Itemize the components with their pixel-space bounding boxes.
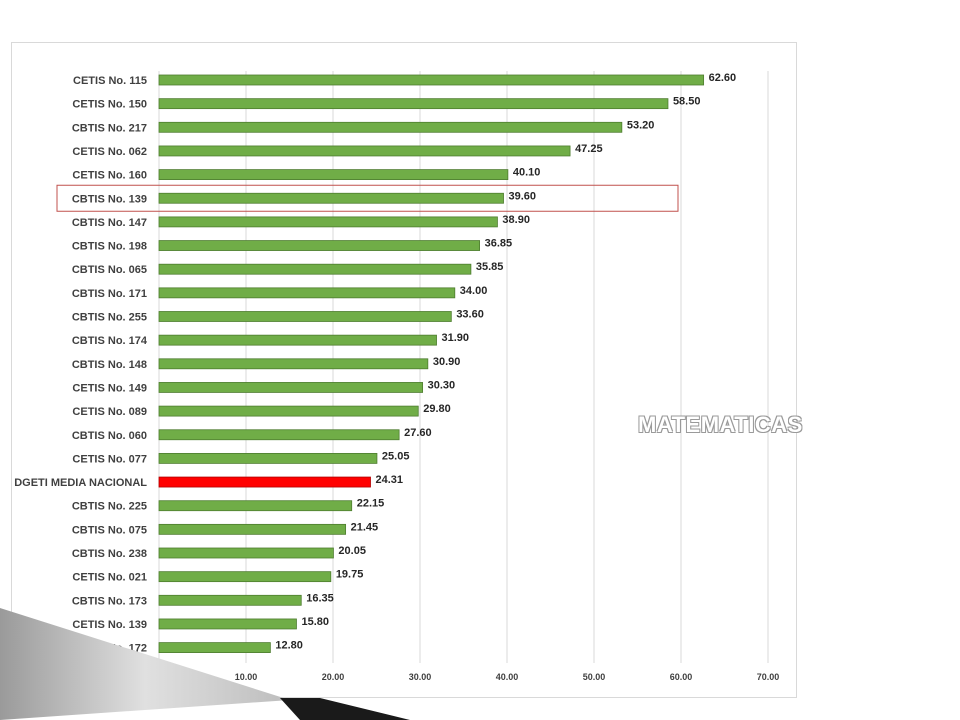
category-label: CBTIS No. 225 bbox=[72, 501, 147, 513]
bar bbox=[158, 405, 419, 417]
category-label: CBTIS No. 139 bbox=[72, 193, 147, 205]
data-label: 33.60 bbox=[456, 309, 484, 321]
data-label: 62.60 bbox=[709, 72, 737, 84]
data-label: 25.05 bbox=[382, 450, 410, 462]
data-label: 16.35 bbox=[306, 592, 334, 604]
x-tick-label: 70.00 bbox=[757, 672, 780, 682]
bar bbox=[158, 523, 347, 535]
data-label: 38.90 bbox=[502, 214, 530, 226]
bar bbox=[158, 169, 509, 180]
category-label: CETIS No. 150 bbox=[72, 99, 147, 111]
category-label: CBTIS No. 171 bbox=[72, 288, 147, 300]
subject-label: MATEMATICAS bbox=[638, 412, 803, 437]
category-label: CBTIS No. 065 bbox=[72, 264, 147, 276]
category-label: CETIS No. 139 bbox=[72, 619, 147, 631]
data-label: 27.60 bbox=[404, 427, 432, 439]
category-label: DGETI MEDIA NACIONAL bbox=[14, 477, 147, 489]
x-tick-label: 10.00 bbox=[235, 672, 258, 682]
data-label: 39.60 bbox=[509, 190, 537, 202]
category-label: CETIS No. 149 bbox=[72, 382, 147, 394]
bar bbox=[158, 263, 472, 275]
bar bbox=[158, 311, 452, 322]
data-label: 29.80 bbox=[423, 403, 451, 415]
data-label: 40.10 bbox=[513, 167, 541, 179]
bar bbox=[158, 334, 437, 346]
bar bbox=[158, 382, 424, 393]
category-label: CBTIS No. 060 bbox=[72, 430, 147, 442]
data-label: 58.50 bbox=[673, 96, 701, 108]
bar bbox=[158, 358, 429, 370]
data-label: 21.45 bbox=[351, 521, 379, 533]
data-label: 20.05 bbox=[338, 545, 366, 557]
category-label: CBTIS No. 238 bbox=[72, 548, 147, 560]
data-label: 47.25 bbox=[575, 143, 603, 155]
category-label: CETIS No. 160 bbox=[72, 170, 147, 182]
data-label: 22.15 bbox=[357, 498, 385, 510]
data-label: 12.80 bbox=[275, 640, 303, 652]
bar bbox=[158, 571, 332, 583]
category-label: CETIS No. 115 bbox=[73, 75, 147, 87]
highlight-box bbox=[56, 184, 679, 212]
category-label: CBTIS No. 217 bbox=[72, 122, 147, 134]
category-label: CETIS No. 062 bbox=[72, 146, 147, 158]
x-tick-label: 50.00 bbox=[583, 672, 606, 682]
bar bbox=[158, 98, 669, 110]
data-label: 15.80 bbox=[301, 616, 329, 628]
bar bbox=[158, 145, 571, 157]
data-label: 24.31 bbox=[375, 474, 403, 486]
category-label: CBTIS No. 174 bbox=[72, 335, 148, 347]
bar bbox=[158, 121, 623, 133]
bar bbox=[158, 618, 297, 630]
bar bbox=[158, 216, 498, 228]
data-label: 36.85 bbox=[485, 238, 513, 250]
x-tick-label: 60.00 bbox=[670, 672, 693, 682]
bar bbox=[158, 547, 334, 559]
corner-decoration bbox=[0, 608, 410, 720]
category-label: CBTIS No. 147 bbox=[72, 217, 147, 229]
x-tick-label: 40.00 bbox=[496, 672, 519, 682]
bar bbox=[158, 287, 456, 299]
category-label: CETIS No. 077 bbox=[72, 453, 147, 465]
bar bbox=[158, 452, 378, 464]
x-tick-label: 20.00 bbox=[322, 672, 345, 682]
bar bbox=[158, 642, 271, 653]
bar bbox=[158, 429, 400, 441]
data-label: 19.75 bbox=[336, 569, 364, 581]
category-label: CBTIS No. 148 bbox=[72, 359, 147, 371]
bar bbox=[158, 192, 504, 204]
data-label: 53.20 bbox=[627, 119, 655, 131]
bar bbox=[158, 500, 353, 512]
category-label: CETIS No. 089 bbox=[72, 406, 147, 418]
category-label: CBTIS No. 255 bbox=[72, 312, 147, 324]
bar-highlight bbox=[158, 476, 371, 488]
data-label: 35.85 bbox=[476, 261, 504, 273]
bar bbox=[158, 74, 705, 86]
data-label: 31.90 bbox=[442, 332, 470, 344]
x-tick-label: 30.00 bbox=[409, 672, 432, 682]
category-label: CBTIS No. 075 bbox=[72, 524, 147, 536]
category-label: CETIS No. 021 bbox=[72, 572, 147, 584]
category-label: CBTIS No. 198 bbox=[72, 241, 147, 253]
data-label: 30.90 bbox=[433, 356, 461, 368]
bar bbox=[158, 240, 480, 251]
data-label: 30.30 bbox=[428, 379, 456, 391]
bar bbox=[158, 594, 302, 606]
category-label: CBTIS No. 173 bbox=[72, 595, 147, 607]
data-label: 34.00 bbox=[460, 285, 488, 297]
